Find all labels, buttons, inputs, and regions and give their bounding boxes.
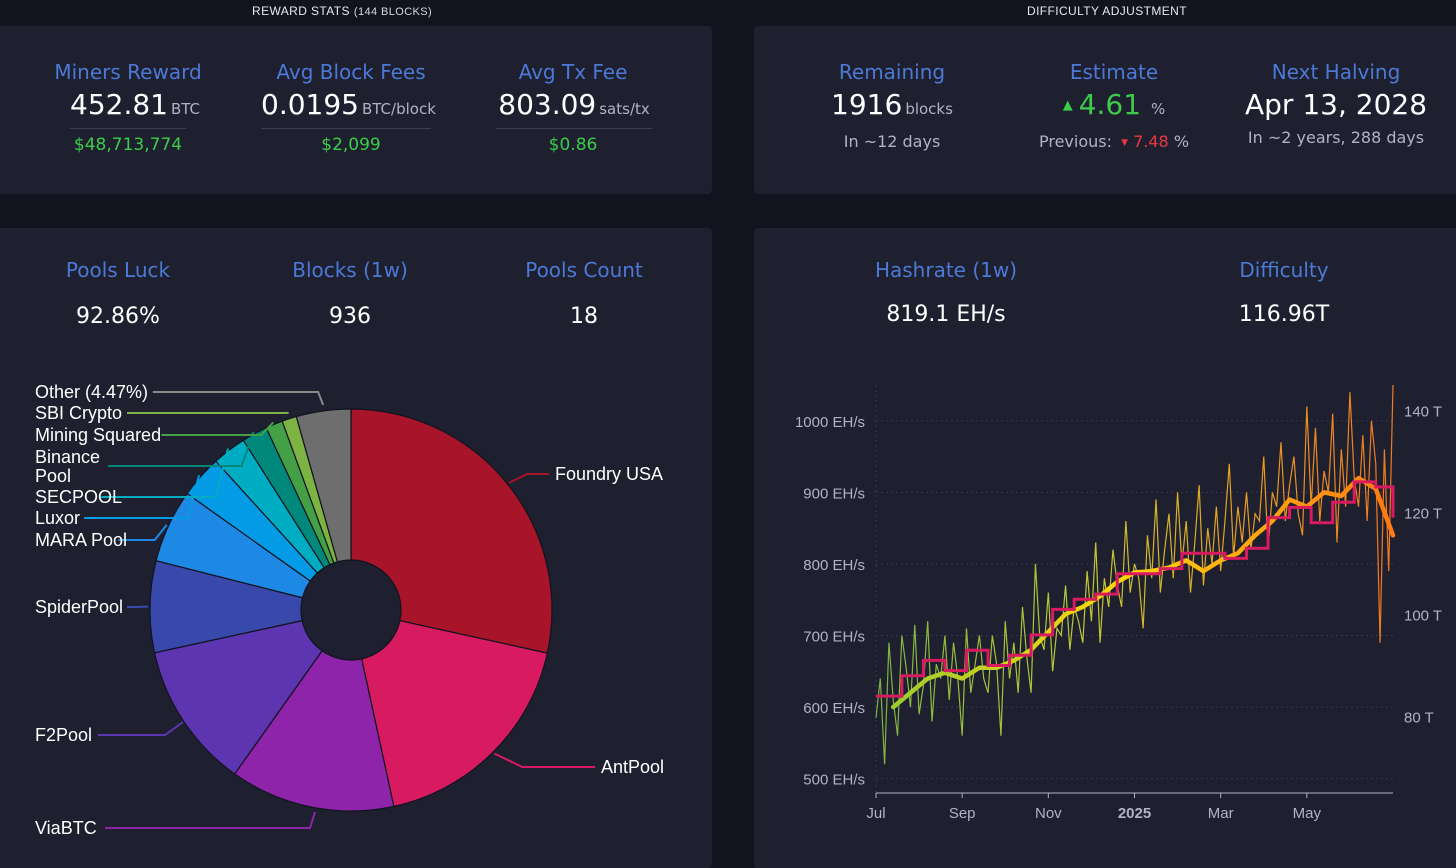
blocks-1w-stat: Blocks (1w) 936: [250, 258, 450, 329]
remaining-title: Remaining: [792, 60, 992, 84]
estimate-stat: Estimate ▲ 4.61% Previous: ▼ 7.48 %: [1014, 60, 1214, 151]
pools-count-stat: Pools Count 18: [484, 258, 684, 329]
pie-leader-foundry-usa: [509, 474, 549, 483]
next-halving-title: Next Halving: [1226, 60, 1446, 84]
avg-block-fees-value: 0.0195: [261, 88, 359, 121]
miners-reward-unit: BTC: [171, 100, 200, 118]
pie-label-antpool: AntPool: [601, 757, 664, 777]
next-halving-sub: In ~2 years, 288 days: [1226, 128, 1446, 147]
y-left-tick-label: 500 EH/s: [803, 772, 865, 789]
pie-leader-antpool: [494, 754, 595, 767]
previous-unit: %: [1174, 132, 1189, 151]
pie-label-viabtc: ViaBTC: [35, 818, 97, 838]
pie-label-f2pool: F2Pool: [35, 725, 92, 745]
remaining-sub: In ~12 days: [792, 132, 992, 151]
y-left-tick-label: 600 EH/s: [803, 700, 865, 717]
pie-label-other: Other (4.47%): [35, 382, 148, 402]
difficulty-title: Difficulty: [1184, 258, 1384, 282]
y-left-tick-label: 1000 EH/s: [795, 414, 865, 431]
pools-count-value: 18: [484, 304, 684, 329]
pools-count-title: Pools Count: [484, 258, 684, 282]
arrow-down-icon: ▼: [1121, 138, 1128, 148]
difficulty-value: 116.96T: [1184, 302, 1384, 327]
avg-block-fees-title: Avg Block Fees: [241, 60, 461, 84]
pool-distribution-pie-chart[interactable]: Foundry USA AntPool ViaBTC F2Pool SpiderPool…: [0, 340, 720, 849]
pie-label-luxor: Luxor: [35, 508, 80, 528]
next-halving-value: Apr 13, 2028: [1226, 88, 1446, 122]
x-tick-label: Sep: [949, 805, 976, 822]
pie-leader-f2pool: [98, 722, 183, 735]
pie-label-spiderpool: SpiderPool: [35, 597, 123, 617]
hashrate-stat: Hashrate (1w) 819.1 EH/s: [846, 258, 1046, 327]
x-tick-label: Nov: [1035, 805, 1062, 822]
y-right-tick-label: 140 T: [1404, 404, 1442, 421]
remaining-unit: blocks: [905, 100, 953, 118]
hashrate-difficulty-chart[interactable]: 500 EH/s 600 EH/s 700 EH/s 800 EH/s 900 EH/s…: [754, 360, 1456, 849]
miners-reward-value: 452.81: [70, 88, 168, 121]
blocks-1w-title: Blocks (1w): [250, 258, 450, 282]
pie-label-mining-squared: Mining Squared: [35, 425, 161, 445]
pools-luck-title: Pools Luck: [18, 258, 218, 282]
estimate-previous: Previous: ▼ 7.48 %: [1014, 132, 1214, 151]
reward-stats-title: REWARD STATS: [252, 4, 350, 18]
pie-slice-antpool[interactable]: [362, 621, 548, 807]
avg-tx-fee-value: 803.09: [498, 88, 596, 121]
hashrate-value: 819.1 EH/s: [846, 302, 1046, 327]
pie-label-foundry-usa: Foundry USA: [555, 464, 663, 484]
pie-label-sbi-crypto: SBI Crypto: [35, 403, 122, 423]
avg-tx-fee-title: Avg Tx Fee: [468, 60, 678, 84]
pie-leader-viabtc: [105, 812, 315, 828]
reward-stats-sub: (144 BLOCKS): [354, 6, 432, 18]
x-tick-label: Jul: [866, 805, 885, 822]
miners-reward-title: Miners Reward: [28, 60, 228, 84]
avg-block-fees-unit: BTC/block: [362, 100, 436, 118]
avg-tx-fee-unit: sats/tx: [599, 100, 650, 118]
pie-leader-other: [153, 392, 323, 405]
estimate-unit: %: [1151, 100, 1165, 118]
pools-luck-value: 92.86%: [18, 304, 218, 329]
estimate-value-row: ▲ 4.61%: [1014, 88, 1214, 126]
pie-slice-foundry-usa[interactable]: [351, 409, 552, 653]
y-left-tick-label: 700 EH/s: [803, 629, 865, 646]
hashrate-title: Hashrate (1w): [846, 258, 1046, 282]
x-tick-label: Mar: [1208, 805, 1234, 822]
miners-reward-usd: $48,713,774: [28, 135, 228, 155]
arrow-up-icon: ▲: [1063, 98, 1073, 113]
difficulty-step-line: [876, 482, 1393, 696]
hashrate-smoothed-line: [893, 478, 1393, 707]
y-right-tick-label: 80 T: [1404, 710, 1434, 727]
avg-block-fees-usd: $2,099: [241, 135, 461, 155]
pools-luck-stat: Pools Luck 92.86%: [18, 258, 218, 329]
y-right-tick-label: 120 T: [1404, 506, 1442, 523]
y-left-tick-label: 800 EH/s: [803, 557, 865, 574]
x-tick-label: May: [1293, 805, 1322, 822]
difficulty-stat: Difficulty 116.96T: [1184, 258, 1384, 327]
x-tick-label: 2025: [1118, 805, 1151, 822]
reward-stats-label: REWARD STATS (144 BLOCKS): [252, 4, 432, 18]
estimate-value: 4.61: [1079, 88, 1141, 121]
avg-tx-fee-usd: $0.86: [468, 135, 678, 155]
estimate-title: Estimate: [1014, 60, 1214, 84]
y-left-tick-label: 900 EH/s: [803, 485, 865, 502]
previous-value: 7.48: [1133, 132, 1169, 151]
pie-label-secpool: SECPOOL: [35, 487, 122, 507]
remaining-value: 1916: [831, 88, 902, 121]
difficulty-adjustment-label: DIFFICULTY ADJUSTMENT: [1027, 4, 1187, 18]
previous-label: Previous:: [1039, 132, 1112, 151]
y-right-tick-label: 100 T: [1404, 608, 1442, 625]
next-halving-stat: Next Halving Apr 13, 2028 In ~2 years, 2…: [1226, 60, 1446, 147]
pie-label-mara-pool: MARA Pool: [35, 530, 127, 550]
blocks-1w-value: 936: [250, 304, 450, 329]
